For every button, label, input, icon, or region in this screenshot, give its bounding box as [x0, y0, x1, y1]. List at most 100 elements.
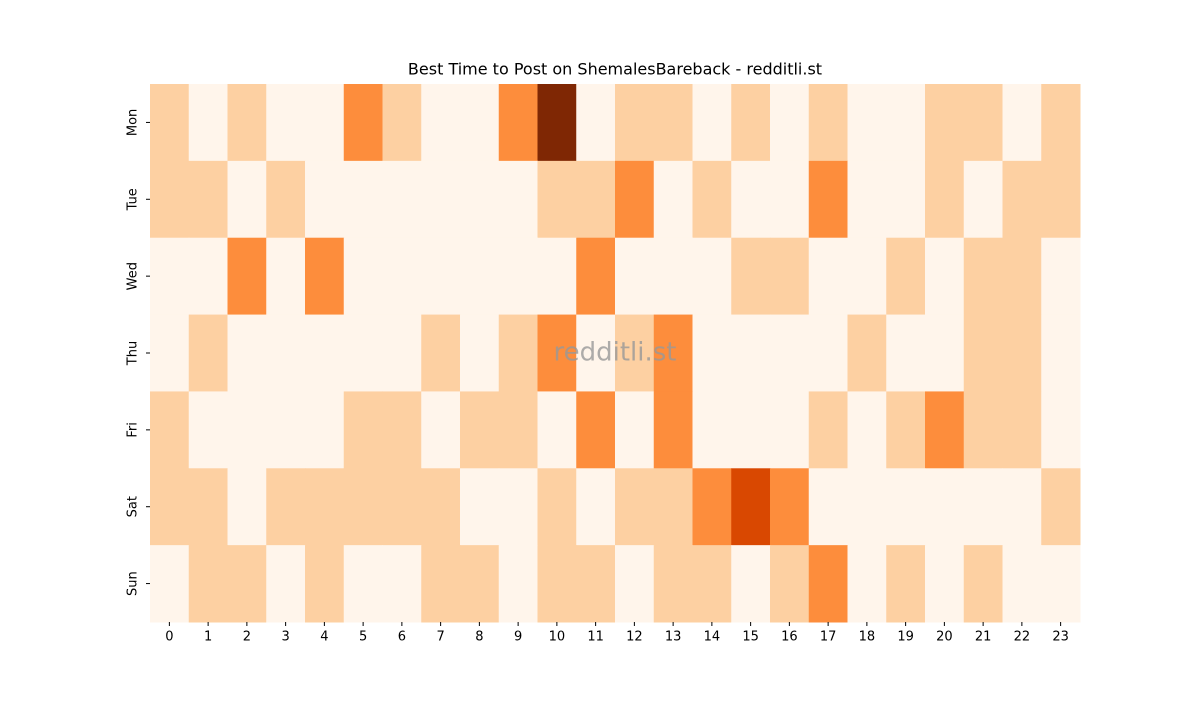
heatmap-cell	[692, 314, 732, 392]
heatmap-cell	[343, 391, 383, 469]
heatmap-cell	[305, 160, 345, 239]
heatmap-cell	[886, 468, 926, 546]
heatmap-cell	[1041, 160, 1081, 239]
heatmap-cell	[808, 468, 848, 546]
heatmap-cell	[266, 84, 306, 162]
x-tick-label: 9	[514, 630, 522, 645]
heatmap-cell	[188, 391, 228, 469]
heatmap-cell	[576, 468, 616, 546]
y-tick-label: Tue	[126, 188, 141, 211]
heatmap-cell	[537, 314, 577, 392]
heatmap-cell	[653, 314, 693, 392]
heatmap-cell	[188, 468, 228, 546]
heatmap-cell	[460, 237, 500, 316]
heatmap-cell	[963, 468, 1003, 546]
heatmap-cell	[382, 160, 422, 239]
heatmap-cell	[963, 314, 1003, 392]
heatmap-cell	[925, 237, 965, 316]
heatmap-cell	[460, 468, 500, 546]
heatmap-cell	[576, 391, 616, 469]
x-tick-label: 21	[975, 630, 992, 645]
heatmap-cell	[150, 391, 190, 469]
heatmap-cell	[382, 237, 422, 316]
x-tick-label: 20	[936, 630, 953, 645]
heatmap-cell	[886, 237, 926, 316]
heatmap-cell	[847, 391, 887, 469]
heatmap-cell	[770, 468, 810, 546]
heatmap-cell	[537, 391, 577, 469]
x-tick-label: 15	[742, 630, 759, 645]
heatmap-cell	[382, 314, 422, 392]
heatmap-cell	[808, 160, 848, 239]
heatmap-cell	[460, 160, 500, 239]
heatmap-cell	[1002, 237, 1042, 316]
heatmap-cell	[1002, 160, 1042, 239]
heatmap-cell	[227, 237, 267, 316]
heatmap-cell	[808, 391, 848, 469]
heatmap-cell	[615, 391, 655, 469]
heatmap-cell	[1041, 237, 1081, 316]
y-tick-label: Thu	[126, 341, 141, 366]
heatmap-cell	[1041, 391, 1081, 469]
heatmap-cell	[653, 160, 693, 239]
heatmap-cell	[653, 545, 693, 623]
heatmap-cell	[886, 545, 926, 623]
heatmap-cell	[537, 160, 577, 239]
heatmap-cells	[150, 84, 1081, 623]
heatmap-cell	[150, 160, 190, 239]
y-tick-label: Wed	[126, 262, 141, 290]
heatmap-cell	[498, 160, 538, 239]
heatmap-cell	[808, 237, 848, 316]
heatmap-cell	[1041, 545, 1081, 623]
heatmap-cell	[692, 391, 732, 469]
heatmap-cell	[266, 468, 306, 546]
heatmap-cell	[266, 545, 306, 623]
heatmap-cell	[692, 84, 732, 162]
heatmap-cell	[731, 84, 771, 162]
heatmap-cell	[305, 237, 345, 316]
heatmap-cell	[731, 391, 771, 469]
x-tick-label: 1	[204, 630, 212, 645]
heatmap-cell	[653, 468, 693, 546]
heatmap-cell	[576, 237, 616, 316]
heatmap-cell	[343, 160, 383, 239]
heatmap-cell	[963, 160, 1003, 239]
heatmap-cell	[460, 84, 500, 162]
heatmap-cell	[498, 391, 538, 469]
heatmap-cell	[498, 314, 538, 392]
x-tick-label: 18	[859, 630, 876, 645]
heatmap-cell	[188, 237, 228, 316]
heatmap-cell	[847, 237, 887, 316]
x-tick-label: 12	[626, 630, 643, 645]
heatmap-cell	[421, 237, 461, 316]
heatmap-cell	[343, 237, 383, 316]
heatmap-cell	[731, 545, 771, 623]
x-tick-label: 5	[359, 630, 367, 645]
heatmap-cell	[653, 391, 693, 469]
heatmap-cell	[150, 468, 190, 546]
heatmap-cell	[266, 314, 306, 392]
heatmap-cell	[1041, 314, 1081, 392]
x-tick-label: 22	[1014, 630, 1031, 645]
heatmap-cell	[615, 545, 655, 623]
heatmap-cell	[382, 468, 422, 546]
heatmap-cell	[692, 545, 732, 623]
heatmap-cell	[615, 468, 655, 546]
heatmap-cell	[421, 314, 461, 392]
heatmap-cell	[615, 160, 655, 239]
heatmap-cell	[847, 314, 887, 392]
heatmap-cell	[227, 84, 267, 162]
heatmap-cell	[266, 237, 306, 316]
heatmap-cell	[188, 314, 228, 392]
heatmap-cell	[498, 468, 538, 546]
heatmap-cell	[692, 160, 732, 239]
heatmap-cell	[266, 391, 306, 469]
heatmap-cell	[421, 84, 461, 162]
heatmap-cell	[847, 468, 887, 546]
y-tick-label: Mon	[126, 109, 141, 136]
heatmap-cell	[925, 545, 965, 623]
y-tick-label: Sun	[126, 571, 141, 596]
heatmap-cell	[227, 160, 267, 239]
heatmap-cell	[150, 237, 190, 316]
heatmap-cell	[963, 545, 1003, 623]
